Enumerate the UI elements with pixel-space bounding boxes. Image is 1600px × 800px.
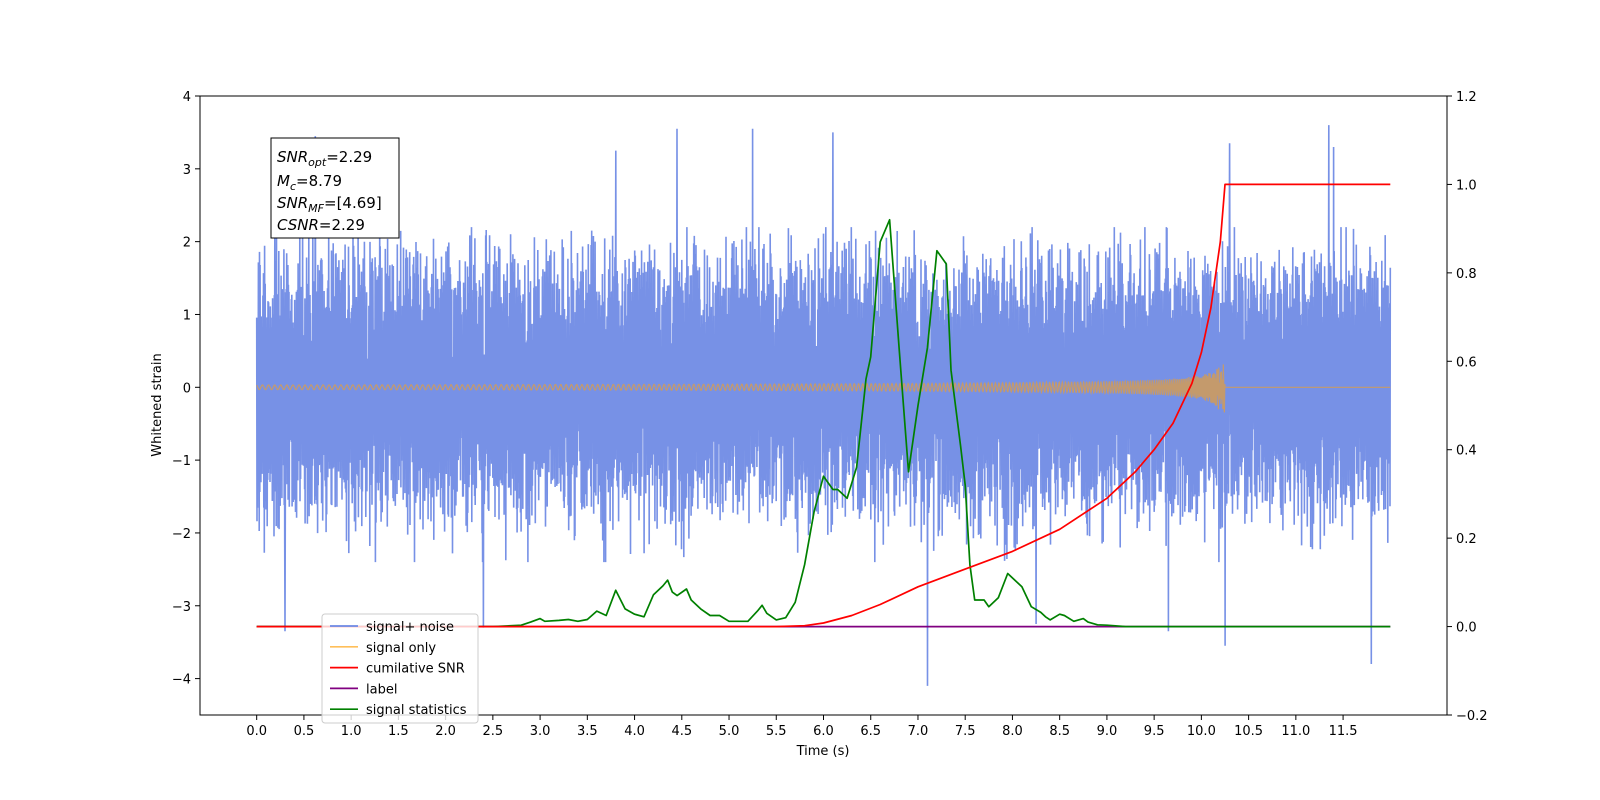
info-mc-main: M [277, 172, 290, 190]
legend-label-cumilative-snr: cumilative SNR [366, 662, 465, 677]
x-tick-label: 10.0 [1187, 724, 1216, 739]
x-tick-label: 10.5 [1234, 724, 1263, 739]
info-mc: Mc=8.79 [277, 172, 342, 193]
x-tick-label: 2.0 [435, 724, 456, 739]
y2-tick-label: 1.0 [1456, 178, 1477, 193]
x-tick-label: 8.5 [1049, 724, 1070, 739]
signal-statistics-line [256, 218, 1391, 628]
y2-tick-label: 0.0 [1456, 621, 1477, 636]
signal-noise-layer [255, 125, 1392, 686]
info-csnr-value: =2.29 [319, 216, 365, 234]
info-box: SNRopt=2.29 Mc=8.79 SNRMF=[4.69] CSNR=2.… [270, 137, 400, 239]
info-snr-opt: SNRopt=2.29 [277, 148, 372, 169]
signal-only-layer [256, 364, 1391, 413]
axes-layer: 0.0 0.5 1.0 1.5 2.0 2.5 3.0 3.5 4.0 4.5 5.0 5.5 6.0 6… [172, 90, 1488, 739]
y-axis-label: Whitened strain [150, 353, 165, 456]
y-tick-label: −3 [172, 600, 191, 615]
x-tick-label: 7.0 [908, 724, 929, 739]
y2-tick-label: 1.2 [1456, 90, 1477, 105]
info-snr-opt-sub: opt [308, 156, 327, 169]
x-tick-label: 0.0 [246, 724, 267, 739]
y2-tick-label: 0.2 [1456, 532, 1477, 547]
signal-noise-line [255, 125, 1392, 686]
x-tick-label: 9.5 [1144, 724, 1165, 739]
y-tick-label: 3 [183, 163, 191, 178]
x-tick-label: 9.0 [1097, 724, 1118, 739]
legend-frame [321, 613, 479, 724]
y-tick-label: −1 [172, 454, 191, 469]
info-snr-mf-main: SNR [277, 194, 308, 212]
x-tick-label: 0.5 [294, 724, 315, 739]
y2-tick-label: 0.8 [1456, 267, 1477, 282]
x-tick-label: 4.5 [671, 724, 692, 739]
info-mc-sub: c [290, 180, 296, 193]
cumilative-snr-line [256, 183, 1391, 628]
info-snr-mf: SNRMF=[4.69] [277, 194, 382, 215]
y2-tick-label: −0.2 [1456, 709, 1488, 724]
y-tick-label: −4 [172, 673, 191, 688]
x-tick-label: 3.0 [530, 724, 551, 739]
x-tick-label: 8.0 [1002, 724, 1023, 739]
info-box-frame [270, 137, 400, 239]
legend: signal+ noise signal only cumilative SNR la… [321, 613, 479, 724]
x-axis-label: Time (s) [796, 744, 850, 759]
legend-label-label: label [366, 682, 397, 697]
legend-label-signal-only: signal only [366, 641, 436, 656]
y-tick-label: 1 [183, 308, 191, 323]
signal-only-line [256, 364, 1391, 413]
info-csnr-main: CSNR [277, 216, 319, 234]
info-snr-mf-sub: MF [308, 202, 324, 215]
y-tick-label: 0 [183, 381, 191, 396]
legend-label-signal-statistics: signal statistics [366, 703, 467, 718]
legend-label-signal-noise: signal+ noise [366, 620, 454, 635]
x-tick-label: 6.5 [860, 724, 881, 739]
info-snr-opt-main: SNR [277, 148, 308, 166]
y2-tick-label: 0.6 [1456, 355, 1477, 370]
y-tick-label: 2 [183, 236, 191, 251]
x-tick-label: 1.0 [341, 724, 362, 739]
x-tick-label: 4.0 [624, 724, 645, 739]
x-tick-label: 5.0 [719, 724, 740, 739]
x-tick-label: 5.5 [766, 724, 787, 739]
info-snr-mf-value: =[4.69] [324, 194, 382, 212]
info-snr-opt-value: =2.29 [326, 148, 372, 166]
y2-tick-label: 0.4 [1456, 444, 1477, 459]
y-tick-label: 4 [183, 90, 191, 105]
y-tick-label: −2 [172, 527, 191, 542]
info-mc-value: =8.79 [296, 172, 342, 190]
x-tick-label: 1.5 [388, 724, 409, 739]
x-tick-label: 6.0 [813, 724, 834, 739]
x-tick-label: 11.5 [1329, 724, 1358, 739]
x-tick-label: 2.5 [483, 724, 504, 739]
x-tick-label: 11.0 [1281, 724, 1310, 739]
x-tick-label: 3.5 [577, 724, 598, 739]
info-csnr: CSNR=2.29 [277, 216, 365, 234]
x-tick-label: 7.5 [955, 724, 976, 739]
